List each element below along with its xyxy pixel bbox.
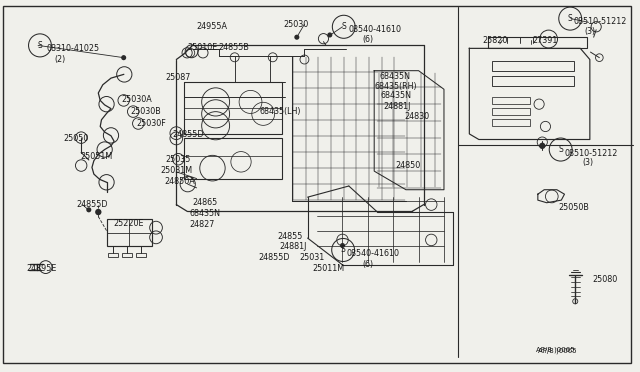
Ellipse shape xyxy=(294,35,300,40)
Text: 25030B: 25030B xyxy=(130,107,161,116)
Text: 25010E: 25010E xyxy=(187,43,218,52)
Text: 08510-51212: 08510-51212 xyxy=(573,17,627,26)
Text: 24955A: 24955A xyxy=(196,22,228,31)
Text: (6): (6) xyxy=(363,260,374,269)
Text: 24827: 24827 xyxy=(189,220,214,229)
Text: 25035: 25035 xyxy=(166,155,191,164)
Text: 68435(RH): 68435(RH) xyxy=(375,82,417,91)
Text: 25031M: 25031M xyxy=(161,166,193,175)
Text: AP/8 )0065: AP/8 )0065 xyxy=(536,346,575,353)
Text: 27391: 27391 xyxy=(532,36,557,45)
Text: 24850: 24850 xyxy=(396,161,421,170)
Text: 24855D: 24855D xyxy=(76,200,108,209)
Text: 25050B: 25050B xyxy=(558,203,589,212)
Text: S: S xyxy=(341,22,346,31)
Bar xyxy=(122,253,132,257)
Text: 24865: 24865 xyxy=(193,198,218,207)
Text: 08540-41610: 08540-41610 xyxy=(346,249,399,258)
Text: S: S xyxy=(340,246,346,254)
Bar xyxy=(492,97,529,104)
Bar xyxy=(488,37,587,48)
Text: 25030F: 25030F xyxy=(136,119,166,128)
Text: 24855D: 24855D xyxy=(172,130,204,139)
Text: 24850A: 24850A xyxy=(164,177,195,186)
Bar xyxy=(492,108,529,115)
Text: 24895E: 24895E xyxy=(27,264,57,273)
Text: (6): (6) xyxy=(363,35,374,44)
Text: 08310-41025: 08310-41025 xyxy=(46,44,99,53)
Text: 25051M: 25051M xyxy=(81,153,113,161)
Ellipse shape xyxy=(539,142,545,149)
Text: 25087: 25087 xyxy=(165,73,190,82)
Bar xyxy=(136,253,146,257)
Ellipse shape xyxy=(86,207,92,212)
Text: 24855D: 24855D xyxy=(259,253,291,262)
Text: 24830: 24830 xyxy=(404,112,429,121)
Text: (3): (3) xyxy=(582,158,593,167)
Text: (3): (3) xyxy=(585,27,596,36)
Bar xyxy=(492,119,529,126)
Bar xyxy=(492,61,574,71)
Text: 24881J: 24881J xyxy=(279,242,307,251)
Ellipse shape xyxy=(95,209,102,215)
Text: 68435(LH): 68435(LH) xyxy=(259,107,301,116)
Text: 25030A: 25030A xyxy=(122,95,152,104)
Text: S: S xyxy=(38,41,42,50)
Text: 25031: 25031 xyxy=(300,253,324,262)
Text: 25050: 25050 xyxy=(63,134,89,143)
Ellipse shape xyxy=(327,32,332,38)
Text: 25820: 25820 xyxy=(483,36,508,45)
Bar xyxy=(184,82,282,134)
Bar xyxy=(108,253,118,257)
Text: 68435N: 68435N xyxy=(380,72,410,81)
Text: 68435N: 68435N xyxy=(381,92,412,100)
Text: (2): (2) xyxy=(54,55,65,64)
Ellipse shape xyxy=(340,243,345,248)
Bar xyxy=(106,219,152,246)
Text: 25030: 25030 xyxy=(284,20,308,29)
Text: S: S xyxy=(558,145,563,154)
Text: 68435N: 68435N xyxy=(189,209,220,218)
Text: 08540-41610: 08540-41610 xyxy=(348,25,401,34)
Text: 08510-51212: 08510-51212 xyxy=(564,149,618,158)
Bar xyxy=(492,76,574,86)
Text: S: S xyxy=(568,14,573,23)
Text: AP/8 )0065: AP/8 )0065 xyxy=(538,347,577,354)
Text: 24855B: 24855B xyxy=(219,43,250,52)
Bar xyxy=(184,138,282,179)
Text: 25080: 25080 xyxy=(593,275,618,284)
Text: 24881J: 24881J xyxy=(384,102,411,110)
Ellipse shape xyxy=(121,55,126,60)
Text: 25011M: 25011M xyxy=(312,264,344,273)
Text: 24855: 24855 xyxy=(278,232,303,241)
Text: 25220E: 25220E xyxy=(113,219,143,228)
